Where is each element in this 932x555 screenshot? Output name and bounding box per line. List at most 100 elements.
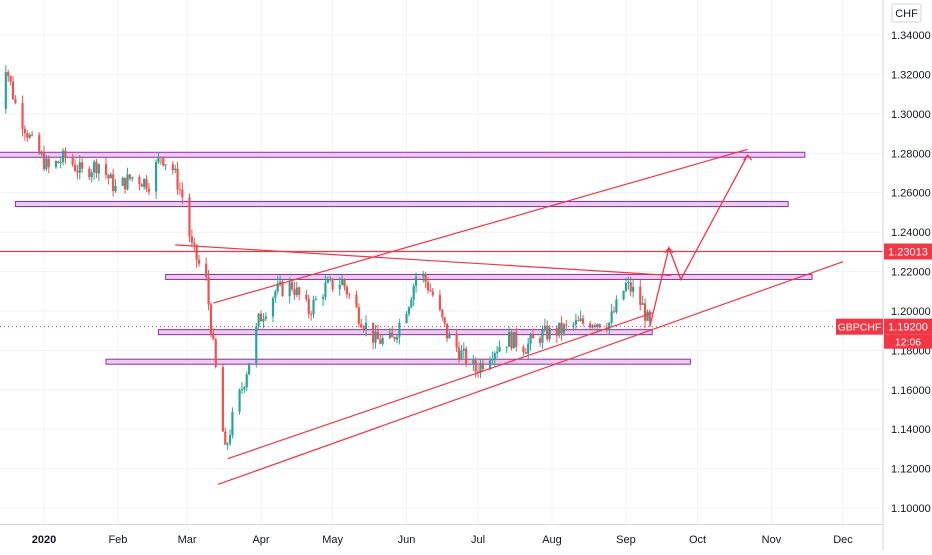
y-tick-label: 1.28000 [891,148,931,160]
y-tick-label: 1.24000 [891,227,931,239]
candle-body [632,286,635,292]
candle-body [357,307,360,324]
candle-body [64,150,67,158]
candle-body [329,278,332,280]
candle-body [255,326,258,364]
candle-body [465,348,468,365]
candle-body [243,387,246,390]
y-tick-label: 1.26000 [891,188,931,200]
candle-body [221,366,224,432]
candle-body [112,174,115,192]
candle-body [95,161,98,174]
candle-body [228,435,232,444]
candle-body [88,168,91,178]
currency-button[interactable]: CHF [891,3,922,23]
candle-body [355,294,358,308]
candle-body [393,337,396,340]
candle-body [443,317,446,324]
candle-body [157,156,160,163]
candle-body [474,360,477,372]
candle-body [238,389,241,413]
x-tick-label: Sep [616,534,636,546]
candle-body [572,324,575,326]
countdown-text: 12:06 [895,337,921,349]
candle-body [30,134,34,136]
candle-body [422,273,425,277]
candle-body [410,299,413,308]
candle-body [178,189,182,191]
candle-body [174,168,177,171]
candle-body [496,351,499,354]
candle-body [593,325,597,327]
candle-body [248,363,251,375]
candle-body [154,162,158,192]
candle-body [324,282,327,298]
candle-body [181,189,184,198]
candle-body [565,324,568,326]
candle-body [38,134,41,154]
candle-body [381,338,384,344]
candle-body [331,278,334,290]
candle-body [76,170,79,173]
candle-body [424,273,427,282]
candle-body [97,164,100,174]
candle-body [114,185,117,192]
x-tick-label: Mar [178,534,197,546]
candle-body [624,282,628,291]
resistance-price-label: 1.23013 [884,243,932,260]
candle-body [639,286,642,305]
candle-body [455,333,458,348]
candle-body [259,313,263,322]
candle-body [574,320,577,325]
support-resistance-zone [165,273,813,280]
candle-body [314,298,317,300]
x-tick-label: Dec [833,534,853,546]
candle-body [364,322,368,330]
candle-body [276,283,279,292]
candle-body [596,324,599,327]
y-tick-label: 1.14000 [891,424,931,436]
candle-body [488,360,492,369]
support-resistance-zone [105,358,691,365]
y-tick-label: 1.34000 [891,30,931,42]
candle-body [59,162,62,164]
candle-body [405,313,408,324]
candle-body [448,333,451,339]
candle-body [209,304,213,334]
candle-body [374,331,377,343]
candle-body [214,339,217,367]
candle-body [541,329,544,343]
candle-body [226,443,229,445]
candle-body [131,177,134,179]
candle-body [512,331,515,349]
candle-body [104,164,108,175]
candle-layer [4,65,651,450]
candle-body [321,297,325,299]
candle-body [581,318,585,324]
x-tick-label: 2020 [32,534,56,546]
candle-body [264,316,267,319]
x-tick-label: Nov [762,534,782,546]
candle-body [207,276,210,305]
x-tick-label: Aug [542,534,562,546]
candle-body [338,284,341,290]
candle-body [231,412,234,436]
candle-body [190,236,193,243]
line-layer [0,148,883,485]
candle-body [558,322,561,336]
candle-body [472,360,475,365]
candle-body [262,318,265,322]
y-tick-label: 1.12000 [891,464,931,476]
candle-body [4,72,7,110]
candle-body [615,299,618,313]
candle-body [171,164,174,171]
candle-body [245,374,248,388]
support-resistance-zone [14,201,789,208]
candle-body [562,324,566,334]
candle-body [240,389,244,391]
candle-body [164,164,167,166]
x-tick-label: Feb [108,534,127,546]
candle-body [493,353,496,360]
candle-body [71,157,74,165]
